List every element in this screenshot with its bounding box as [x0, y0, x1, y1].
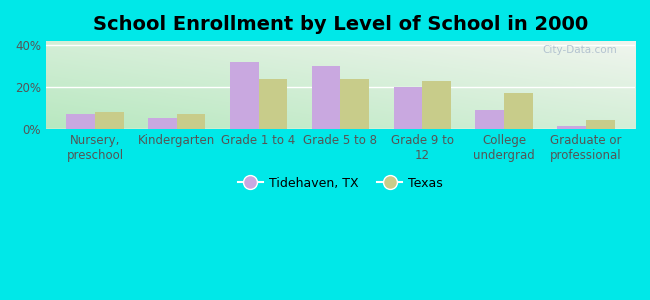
Bar: [177, 114, 205, 129]
Bar: [312, 66, 341, 129]
Text: City-Data.com: City-Data.com: [543, 45, 618, 55]
Bar: [475, 110, 504, 129]
Bar: [66, 114, 95, 129]
Bar: [95, 112, 124, 129]
Bar: [422, 81, 451, 129]
Bar: [259, 79, 287, 129]
Bar: [504, 93, 533, 129]
Bar: [148, 118, 177, 129]
Bar: [341, 79, 369, 129]
Bar: [586, 120, 614, 129]
Legend: Tidehaven, TX, Texas: Tidehaven, TX, Texas: [233, 172, 448, 195]
Bar: [557, 126, 586, 129]
Title: School Enrollment by Level of School in 2000: School Enrollment by Level of School in …: [93, 15, 588, 34]
Bar: [230, 62, 259, 129]
Bar: [394, 87, 422, 129]
